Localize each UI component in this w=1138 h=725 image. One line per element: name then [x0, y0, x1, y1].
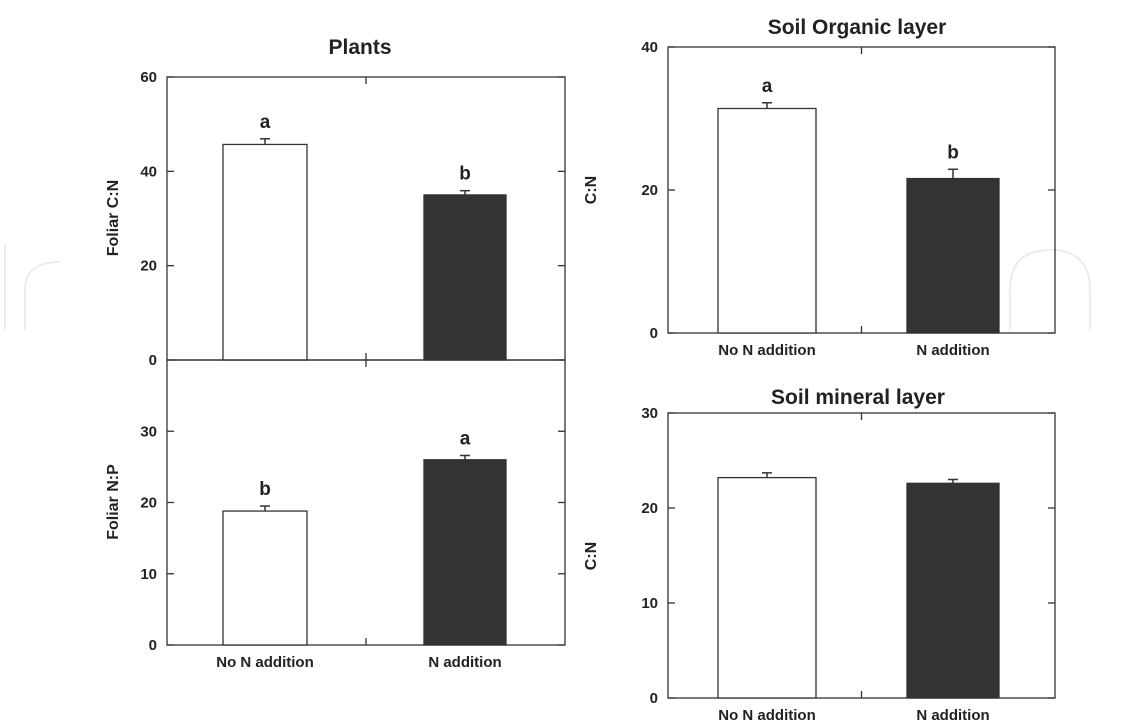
category-label: N addition: [916, 342, 989, 359]
y-tick-label: 10: [140, 566, 157, 583]
category-label: No N addition: [216, 654, 314, 671]
significance-label: b: [947, 142, 959, 163]
bar-1: [717, 107, 817, 334]
bar-1: [222, 510, 308, 646]
bar-2: [423, 459, 507, 646]
category-label: N addition: [428, 654, 501, 671]
watermark-logo: [4, 245, 1091, 330]
chart-title: Plants: [328, 36, 391, 59]
y-tick-label: 30: [140, 423, 157, 440]
y-tick-label: 20: [641, 500, 658, 517]
chart-panel-3: 0 20 40 Soil Organic layer C:N a No N addition…: [583, 16, 1056, 359]
y-axis-label: Foliar C:N: [105, 180, 122, 256]
significance-label: a: [260, 112, 271, 133]
y-tick-label: 20: [140, 258, 157, 275]
bar-2: [906, 177, 1000, 334]
bar-2: [906, 482, 1000, 699]
y-axis-label: C:N: [583, 542, 600, 570]
category-label: N addition: [916, 707, 989, 724]
y-tick-label: 0: [650, 325, 658, 342]
y-tick-label: 20: [140, 495, 157, 512]
category-label: No N addition: [718, 342, 816, 359]
y-tick-label: 10: [641, 595, 658, 612]
significance-label: a: [460, 428, 471, 449]
y-tick-label: 0: [650, 690, 658, 707]
y-tick-label: 40: [140, 163, 157, 180]
chart-panel-2: 0 10 20 30 Foliar N:P b No N addition a N additi…: [105, 359, 566, 671]
y-tick-label: 30: [641, 405, 658, 422]
chart-title: Soil mineral layer: [771, 386, 945, 409]
y-axis-label: C:N: [583, 176, 600, 204]
significance-label: b: [459, 164, 471, 185]
significance-label: b: [259, 479, 271, 500]
chart-panel-1: 0 20 40 60 Plants Foliar C:N a b: [105, 36, 566, 369]
bar-2: [423, 194, 507, 361]
y-tick-label: 0: [149, 637, 157, 654]
category-label: No N addition: [718, 707, 816, 724]
bar-1: [717, 476, 817, 699]
chart-title: Soil Organic layer: [768, 16, 947, 39]
significance-label: a: [762, 76, 773, 97]
chart-panel-4: 0 10 20 30 Soil mineral layer C:N No N additio…: [583, 386, 1056, 724]
bar-1: [222, 143, 308, 361]
y-tick-label: 20: [641, 182, 658, 199]
y-tick-label: 60: [140, 69, 157, 86]
y-axis-label: Foliar N:P: [105, 464, 122, 540]
y-tick-label: 40: [641, 39, 658, 56]
y-tick-label: 0: [149, 352, 157, 369]
